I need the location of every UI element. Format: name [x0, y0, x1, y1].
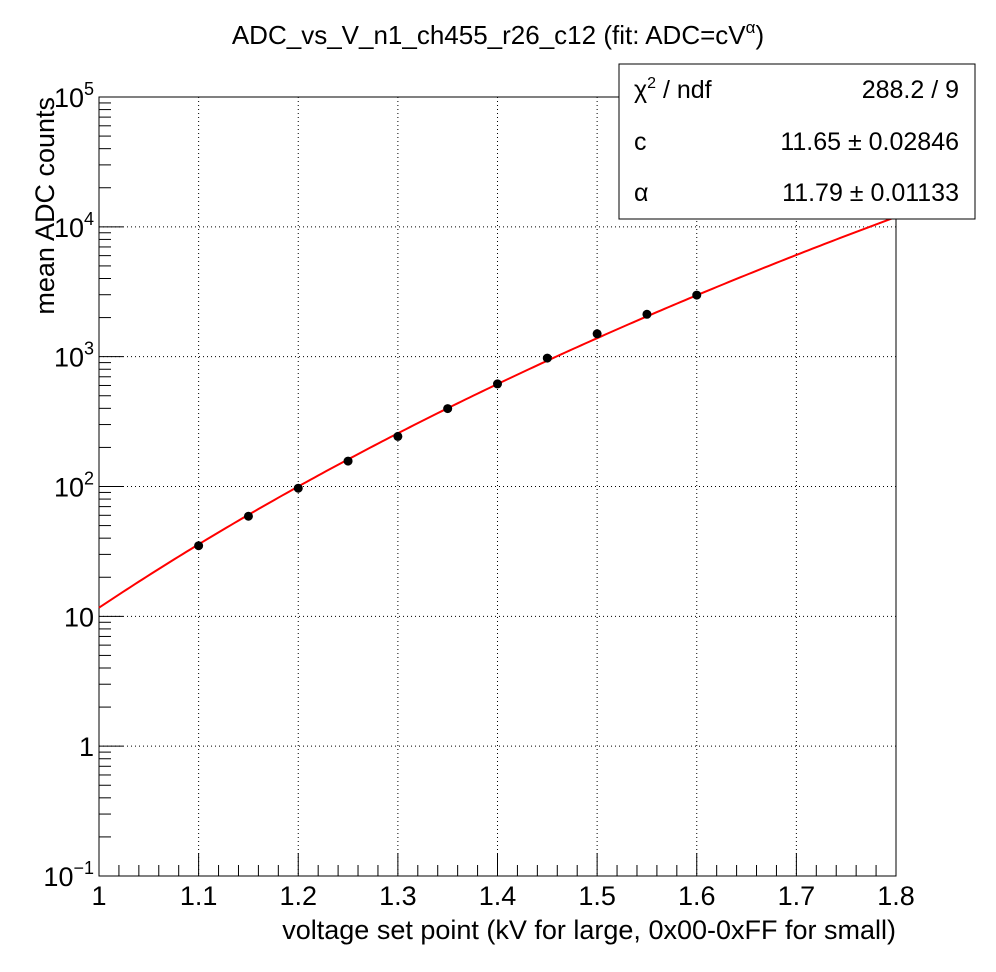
data-point: [343, 456, 353, 466]
data-point: [293, 483, 303, 493]
data-point: [642, 309, 652, 319]
x-tick-label: 1.3: [379, 881, 417, 911]
data-point: [194, 541, 204, 551]
stats-row-value: 11.79 ± 0.01133: [782, 179, 959, 207]
x-axis-label: voltage set point (kV for large, 0x00-0x…: [282, 915, 896, 945]
stats-row-name: c: [634, 128, 647, 156]
data-point: [592, 329, 602, 339]
y-tick-label: 10−1: [43, 858, 94, 892]
stats-row-name: χ2 / ndf: [634, 75, 712, 104]
stats-rows: χ2 / ndf 288.2 / 9 c 11.65 ± 0.02846 α 11.79 …: [634, 75, 959, 207]
y-tick-label: 104: [54, 209, 94, 243]
data-point: [393, 431, 403, 441]
data-point: [542, 353, 552, 363]
data-point: [443, 404, 453, 414]
y-tick-label: 1: [79, 732, 94, 762]
y-tick-label: 102: [54, 469, 94, 503]
x-tick-label: 1.5: [578, 881, 616, 911]
fit-stats-box: χ2 / ndf 288.2 / 9 c 11.65 ± 0.02846 α 11.79 …: [618, 63, 976, 220]
y-axis-label: mean ADC counts: [30, 97, 60, 315]
stats-row-value: 288.2 / 9: [862, 76, 959, 104]
data-point: [692, 290, 702, 300]
y-tick-labels: 10−1 1 10 102 103 104 105: [43, 79, 94, 892]
major-ticks: [98, 226, 897, 877]
stats-row-value: 11.65 ± 0.02846: [780, 128, 959, 156]
y-tick-label: 10: [64, 602, 94, 632]
x-tick-label: 1.6: [678, 881, 716, 911]
data-point: [243, 511, 253, 521]
x-tick-label: 1: [91, 881, 106, 911]
x-tick-label: 1.1: [180, 881, 218, 911]
x-tick-label: 1.8: [877, 881, 915, 911]
minor-ticks: [99, 102, 877, 876]
x-tick-label: 1.7: [778, 881, 816, 911]
y-tick-label: 105: [54, 79, 94, 113]
stats-row-name: α: [634, 179, 648, 207]
y-tick-label: 103: [54, 339, 94, 373]
x-tick-labels: 1 1.1 1.2 1.3 1.4 1.5 1.6 1.7 1.8: [91, 881, 914, 911]
data-points: [194, 290, 702, 551]
x-tick-label: 1.4: [479, 881, 517, 911]
x-tick-label: 1.2: [279, 881, 317, 911]
data-point: [493, 379, 502, 389]
stats-box-frame: [618, 63, 976, 220]
chart-title: ADC_vs_V_n1_ch455_r26_c12 (fit: ADC=cVα): [232, 18, 764, 50]
